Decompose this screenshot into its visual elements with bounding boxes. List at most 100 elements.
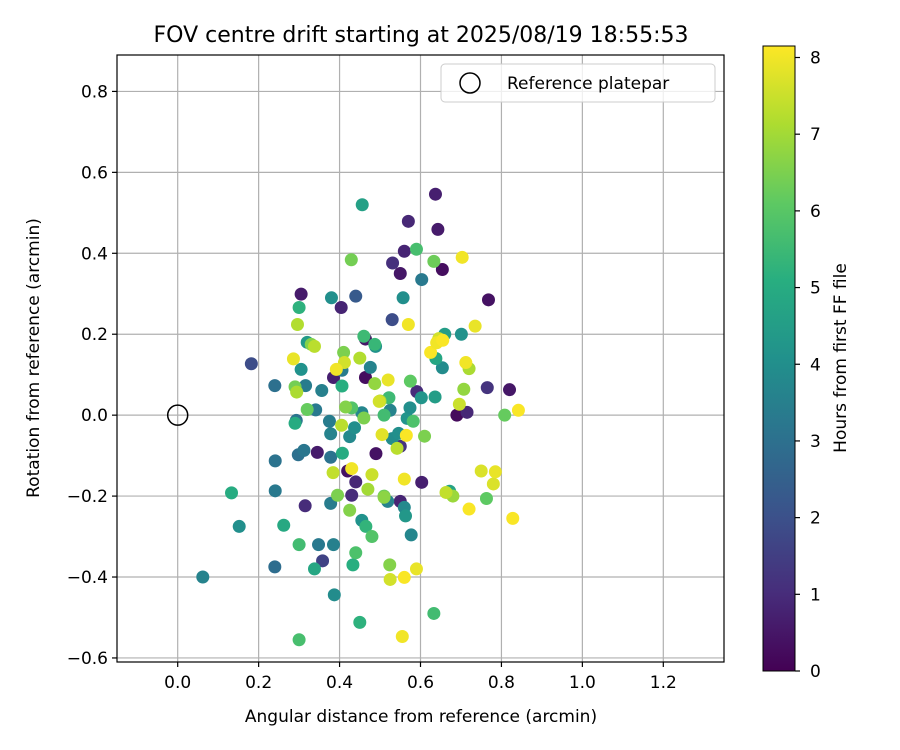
colorbar-tick-label: 6 [810,202,821,222]
data-point [415,475,429,489]
data-point [334,301,348,315]
data-point [390,441,404,455]
grid-lines [117,55,724,662]
legend-box [440,63,716,103]
data-point [418,429,432,443]
data-point [439,485,453,499]
data-point [232,519,246,533]
data-point [327,588,341,602]
data-point [399,428,413,442]
data-point [381,373,395,387]
data-point [335,446,349,460]
y-tick-label: −0.2 [67,487,108,507]
data-point [436,333,450,347]
data-point [326,466,340,480]
data-point [372,394,386,408]
data-point [348,421,362,435]
x-axis-label: Angular distance from reference (arcmin) [245,707,597,727]
data-point [324,291,338,305]
data-points [196,187,525,647]
data-point [294,287,308,301]
data-point [343,503,357,517]
colorbar-ticks: 0 1 2 3 4 5 6 7 8 [795,49,821,682]
y-tick-label: 0.2 [81,325,108,345]
colorbar-label: Hours from first FF file [831,263,851,453]
x-tick-label: 0.6 [407,673,434,693]
data-point [268,454,282,468]
data-point [361,482,375,496]
data-point [329,362,343,376]
y-tick-label: −0.4 [67,568,108,588]
data-point [345,462,359,476]
data-point [396,291,410,305]
colorbar-tick-label: 5 [810,279,821,299]
data-point [401,318,415,332]
data-point [331,488,345,502]
data-point [395,630,409,644]
data-point [427,606,441,620]
data-point [460,405,474,419]
data-point [339,400,353,414]
data-point [503,383,517,397]
x-tick-label: 0.0 [164,673,191,693]
data-point [368,337,382,351]
legend-label: Reference platepar [507,74,669,94]
data-point [414,391,428,405]
data-point [415,273,429,287]
data-point [386,256,400,270]
x-tick-label: 1.0 [569,673,596,693]
data-point [403,374,417,388]
data-point [377,408,391,422]
data-point [196,570,210,584]
data-point [365,530,379,544]
data-point [393,267,407,281]
data-point [397,570,411,584]
data-point [307,562,321,576]
data-point [385,313,399,327]
data-point [481,293,495,307]
data-point [337,345,351,359]
data-point [409,242,423,256]
data-point [462,502,476,516]
data-point [488,465,502,479]
data-point [375,428,389,442]
data-point [406,414,420,428]
data-point [428,187,442,201]
data-point [349,289,363,303]
data-point [479,492,493,506]
data-point [431,222,445,236]
data-point [435,361,449,375]
data-point [428,390,442,404]
data-point [294,362,308,376]
data-point [365,468,379,482]
data-point [345,488,359,502]
legend: Reference platepar [440,63,716,103]
data-point [286,352,300,366]
data-point [424,345,438,359]
data-point [268,560,282,574]
data-point [397,472,411,486]
x-tick-label: 1.2 [650,673,677,693]
y-tick-label: 0.8 [81,82,108,102]
data-point [357,329,371,343]
data-point [298,499,312,513]
data-point [457,382,471,396]
data-point [355,198,369,212]
data-point [369,447,383,461]
data-point [292,633,306,647]
data-point [511,403,525,417]
data-point [383,572,397,586]
colorbar-tick-label: 4 [810,355,821,375]
x-tick-label: 0.2 [245,673,272,693]
data-point [353,615,367,629]
data-point [277,518,291,532]
data-point [244,357,258,371]
colorbar-tick-label: 2 [810,509,821,529]
x-tick-label: 0.8 [488,673,515,693]
data-point [403,401,417,415]
data-point [310,445,324,459]
data-point [349,546,363,560]
data-point [290,318,304,332]
